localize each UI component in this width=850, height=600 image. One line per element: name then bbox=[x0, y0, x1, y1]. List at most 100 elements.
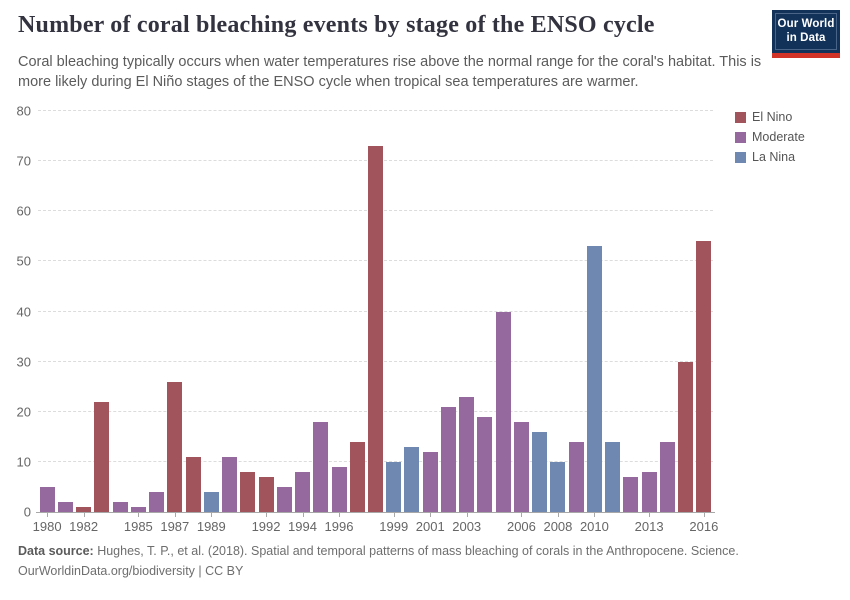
y-tick-label-30: 30 bbox=[16, 354, 31, 370]
x-tick-mark-1989 bbox=[211, 512, 213, 517]
bar-1985[interactable] bbox=[130, 507, 146, 512]
x-tick-label-1992: 1992 bbox=[251, 519, 281, 534]
bar-1998[interactable] bbox=[368, 146, 383, 512]
bar-1984[interactable] bbox=[112, 501, 128, 512]
x-tick-label-1994: 1994 bbox=[288, 519, 317, 534]
x-tick-label-1985: 1985 bbox=[123, 519, 153, 534]
x-tick-label-1982: 1982 bbox=[69, 519, 99, 534]
y-tick-label-70: 70 bbox=[16, 153, 31, 169]
y-tick-label-10: 10 bbox=[16, 454, 31, 470]
bar-1991[interactable] bbox=[240, 471, 256, 512]
bar-1994[interactable] bbox=[295, 471, 311, 512]
x-tick-mark-1999 bbox=[393, 512, 395, 517]
x-tick-mark-2013 bbox=[649, 512, 651, 517]
bar-2007[interactable] bbox=[532, 431, 548, 512]
x-tick-label-1999: 1999 bbox=[379, 519, 409, 534]
bar-1986[interactable] bbox=[149, 491, 165, 512]
bar-1993[interactable] bbox=[276, 486, 292, 512]
bar-2012[interactable] bbox=[623, 476, 639, 512]
bar-2005[interactable] bbox=[495, 311, 511, 512]
legend-item-moderate[interactable]: Moderate bbox=[735, 130, 805, 144]
bar-1990[interactable] bbox=[222, 456, 238, 512]
legend-item-el-nino[interactable]: El Nino bbox=[735, 110, 805, 124]
y-tick-label-20: 20 bbox=[16, 404, 31, 420]
x-tick-label-2001: 2001 bbox=[415, 519, 445, 534]
legend-swatch bbox=[735, 151, 746, 163]
x-tick-label-1980: 1980 bbox=[32, 519, 62, 534]
bar-2014[interactable] bbox=[659, 441, 675, 512]
bar-2004[interactable] bbox=[477, 416, 493, 512]
legend-label: La Nina bbox=[752, 150, 796, 164]
x-tick-label-1996: 1996 bbox=[324, 519, 354, 534]
owid-logo-text: Our World in Data bbox=[775, 13, 837, 50]
bar-2001[interactable] bbox=[422, 451, 438, 512]
bar-1980[interactable] bbox=[39, 486, 55, 512]
x-tick-mark-2010 bbox=[594, 512, 596, 517]
bar-1999[interactable] bbox=[386, 461, 402, 512]
x-tick-label-2013: 2013 bbox=[634, 519, 664, 534]
bar-2006[interactable] bbox=[513, 421, 529, 512]
x-tick-mark-1994 bbox=[302, 512, 304, 517]
y-tick-label-40: 40 bbox=[16, 304, 31, 319]
gridline-80 bbox=[38, 110, 713, 111]
data-source-text: Hughes, T. P., et al. (2018). Spatial an… bbox=[93, 544, 739, 558]
x-tick-mark-1987 bbox=[174, 512, 176, 517]
x-tick-mark-2001 bbox=[430, 512, 432, 517]
plot-area: 0 10 20 30 40 50 60 70 80 1980 1982 1985 1987 1989 199… bbox=[17, 104, 719, 535]
bar-2002[interactable] bbox=[440, 406, 456, 512]
bar-2000[interactable] bbox=[404, 446, 420, 512]
legend-item-la-nina[interactable]: La Nina bbox=[735, 150, 805, 164]
y-tick-label-80: 80 bbox=[16, 103, 31, 119]
x-tick-mark-1982 bbox=[83, 512, 85, 517]
x-axis-line bbox=[36, 512, 715, 513]
x-tick-mark-2016 bbox=[703, 512, 705, 517]
legend-label: Moderate bbox=[752, 130, 805, 144]
bar-2011[interactable] bbox=[605, 441, 621, 512]
bar-1989[interactable] bbox=[203, 491, 219, 512]
x-tick-label-2016: 2016 bbox=[689, 519, 719, 534]
bar-1997[interactable] bbox=[349, 441, 365, 512]
data-source-label: Data source: bbox=[18, 544, 94, 558]
bar-1996[interactable] bbox=[331, 466, 347, 512]
owid-link[interactable]: OurWorldinData.org/biodiversity bbox=[18, 564, 195, 578]
owid-logo-stripe bbox=[772, 53, 840, 58]
x-tick-label-1989: 1989 bbox=[196, 519, 226, 534]
license-text: | CC BY bbox=[194, 564, 244, 578]
bar-1982[interactable] bbox=[76, 507, 92, 512]
y-tick-label-50: 50 bbox=[16, 253, 31, 269]
chart-subtitle: Coral bleaching typically occurs when wa… bbox=[18, 54, 762, 90]
x-tick-mark-2006 bbox=[521, 512, 523, 517]
bar-1987[interactable] bbox=[167, 381, 183, 512]
bar-1995[interactable] bbox=[313, 421, 329, 512]
y-tick-label-0: 0 bbox=[23, 504, 31, 520]
bar-2003[interactable] bbox=[459, 396, 475, 512]
x-tick-mark-1992 bbox=[266, 512, 268, 517]
x-tick-label-2010: 2010 bbox=[579, 519, 609, 534]
page-title: Number of coral bleaching events by stag… bbox=[18, 12, 655, 38]
x-tick-mark-1996 bbox=[339, 512, 340, 517]
bar-2016[interactable] bbox=[696, 241, 712, 512]
bar-1992[interactable] bbox=[258, 476, 274, 512]
bar-1988[interactable] bbox=[185, 456, 201, 512]
legend-swatch bbox=[735, 111, 746, 123]
x-tick-mark-1985 bbox=[138, 512, 140, 517]
bar-2013[interactable] bbox=[641, 471, 657, 512]
bar-2009[interactable] bbox=[568, 441, 584, 512]
x-tick-label-2006: 2006 bbox=[506, 519, 536, 534]
bar-1983[interactable] bbox=[94, 401, 110, 512]
legend-label: El Nino bbox=[752, 110, 793, 124]
footer: Data source: Hughes, T. P., et al. (2018… bbox=[18, 541, 808, 581]
legend-swatch bbox=[735, 131, 746, 143]
y-tick-label-60: 60 bbox=[16, 203, 31, 219]
x-tick-label-1987: 1987 bbox=[160, 519, 190, 534]
bar-1981[interactable] bbox=[57, 501, 73, 512]
bar-2015[interactable] bbox=[678, 361, 694, 512]
x-tick-mark-2003 bbox=[466, 512, 468, 517]
x-tick-mark-1980 bbox=[47, 512, 49, 517]
chart-legend: El Nino Moderate La Nina bbox=[735, 110, 805, 164]
bar-2008[interactable] bbox=[550, 461, 566, 512]
bar-2010[interactable] bbox=[586, 246, 602, 512]
x-tick-mark-2008 bbox=[557, 512, 559, 517]
owid-logo[interactable]: Our World in Data bbox=[772, 10, 840, 58]
x-tick-label-2008: 2008 bbox=[543, 519, 573, 534]
